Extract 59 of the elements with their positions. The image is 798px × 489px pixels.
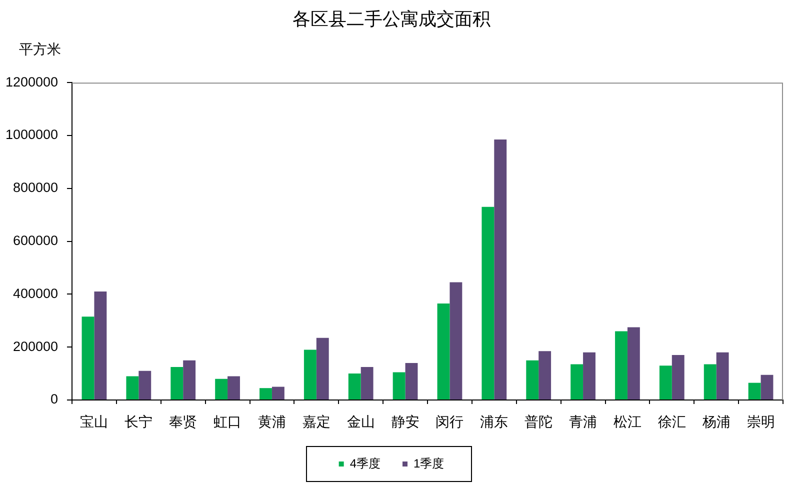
x-tick-label: 普陀 (524, 413, 553, 430)
bar (348, 374, 361, 400)
bar (627, 327, 640, 400)
bar (304, 350, 316, 400)
x-tick-label: 长宁 (124, 413, 153, 430)
x-tick-label: 杨浦 (701, 413, 730, 430)
x-tick-label: 浦东 (480, 413, 508, 430)
x-tick-label: 静安 (391, 413, 420, 430)
bar (126, 376, 139, 400)
x-tick-label: 徐汇 (658, 413, 686, 430)
bar (526, 360, 539, 400)
bar (450, 282, 462, 400)
x-tick-label: 宝山 (80, 413, 108, 430)
chart-title: 各区县二手公寓成交面积 (292, 8, 490, 29)
x-tick-label: 虹口 (214, 413, 242, 430)
bar (170, 366, 184, 400)
bar (228, 376, 240, 400)
x-tick-label: 嘉定 (302, 413, 330, 430)
y-tick-label: 1200000 (5, 74, 58, 90)
bar (538, 351, 552, 400)
bar (704, 364, 716, 400)
x-tick-label: 黄浦 (258, 413, 286, 430)
x-tick-label: 青浦 (569, 413, 598, 430)
bar (260, 388, 272, 400)
bar (405, 362, 418, 400)
y-tick-label: 200000 (12, 338, 58, 354)
bar (583, 352, 596, 400)
bar (615, 331, 628, 400)
x-tick-label: 金山 (346, 413, 375, 430)
bar (316, 338, 329, 400)
bar (716, 352, 729, 400)
x-tick-label: 闵行 (436, 413, 464, 430)
bar (360, 366, 374, 400)
bar (94, 292, 107, 400)
x-tick-label: 奉贤 (169, 413, 198, 430)
bar (760, 374, 774, 400)
bar (392, 372, 406, 400)
y-tick-label: 1000000 (5, 127, 58, 142)
legend-label: 4季度 (350, 456, 381, 470)
bar (748, 382, 761, 400)
bar (272, 386, 284, 400)
bar (82, 316, 94, 400)
bar (183, 360, 196, 400)
y-tick-label: 0 (50, 392, 58, 407)
x-tick-label: 崇明 (746, 413, 775, 430)
bar (215, 378, 228, 400)
bar (437, 303, 450, 400)
y-tick-label: 800000 (12, 180, 58, 196)
x-tick-label: 松江 (613, 413, 642, 430)
bar (494, 139, 507, 400)
bar (570, 364, 584, 400)
bar (659, 366, 672, 400)
bar (482, 206, 494, 400)
y-tick-label: 600000 (12, 233, 58, 248)
bar (672, 355, 684, 400)
bar (138, 370, 152, 400)
legend-label: 1季度 (414, 456, 444, 470)
y-tick-label: 400000 (12, 286, 58, 301)
y-axis-title: 平方米 (19, 40, 61, 57)
